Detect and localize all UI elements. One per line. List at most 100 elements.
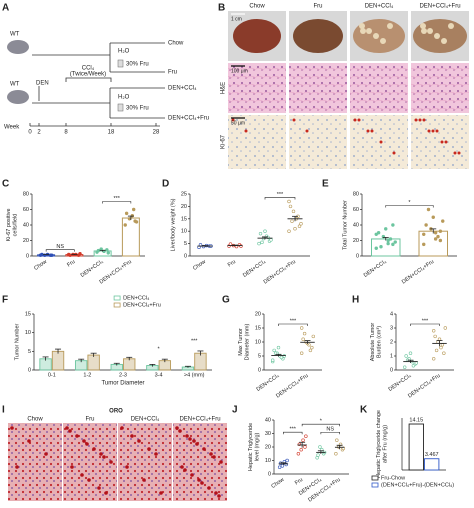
- panel-label: A: [2, 3, 9, 14]
- bar: [424, 458, 440, 471]
- y-axis-label: cells/field: [12, 214, 18, 237]
- sig-label: ***: [290, 427, 297, 433]
- scale-label: 50 μm: [231, 120, 245, 126]
- data-point: [434, 348, 439, 353]
- data-point: [290, 219, 294, 223]
- data-point: [277, 465, 282, 469]
- lipid-drop: [102, 455, 106, 459]
- lipid-drop: [97, 486, 101, 490]
- oro-image: [173, 423, 227, 501]
- cup-icon: [117, 59, 124, 68]
- lipid-drop: [180, 465, 184, 469]
- value-label: 3.467: [425, 452, 439, 458]
- nodule: [441, 38, 447, 44]
- sig-bracket: [301, 423, 340, 427]
- y-tick-label: 5: [28, 349, 31, 355]
- sig-bracket: [102, 201, 132, 204]
- oro-title: ORO: [109, 409, 123, 415]
- lipid-drop: [70, 465, 74, 469]
- label: CCl₄: [82, 66, 95, 72]
- data-point: [433, 231, 438, 235]
- data-point: [391, 223, 395, 227]
- data-point: [304, 434, 308, 438]
- data-point: [411, 364, 416, 368]
- legend-label: DEN+CCl₄: [123, 295, 150, 301]
- ki67-image: [289, 115, 347, 169]
- data-point: [287, 199, 291, 204]
- data-point: [302, 331, 307, 336]
- data-point: [297, 224, 302, 228]
- y-tick-label: 15: [255, 325, 261, 331]
- data-point: [258, 231, 263, 236]
- oro-image: [118, 423, 172, 501]
- data-point: [269, 238, 273, 242]
- data-point: [260, 240, 264, 245]
- data-point: [280, 464, 285, 468]
- y-axis-label: Max Tumor: [238, 328, 244, 356]
- legend-swatch: [113, 295, 121, 301]
- lipid-drop: [15, 465, 19, 469]
- data-point: [296, 452, 301, 456]
- y-tick-label: 1: [390, 353, 393, 359]
- lipid-drop: [183, 468, 187, 472]
- y-tick-label: 4: [390, 311, 393, 317]
- data-point: [310, 345, 314, 350]
- x-tick-label: Fru: [294, 477, 304, 487]
- lipid-drop: [195, 442, 199, 446]
- data-point: [127, 217, 132, 221]
- lipid-drop: [207, 486, 211, 490]
- data-point: [386, 241, 390, 246]
- ki67-cell: [435, 129, 439, 133]
- data-point: [315, 456, 319, 460]
- data-point: [299, 222, 303, 226]
- liver: [293, 19, 343, 53]
- lipid-drop: [82, 439, 86, 443]
- nodule: [434, 33, 440, 39]
- y-tick-label: 20: [255, 311, 261, 317]
- y-tick-label: 40: [353, 222, 359, 228]
- liver: [233, 19, 281, 53]
- data-point: [316, 453, 320, 457]
- sig-label: ***: [422, 318, 429, 324]
- label: WT: [10, 82, 20, 88]
- y-tick-label: 0: [28, 367, 31, 373]
- y-axis-label: Ki-67 positive: [6, 208, 12, 241]
- lipid-drop: [142, 478, 146, 482]
- lipid-drop: [125, 465, 129, 469]
- y-tick-label: 10: [181, 229, 187, 235]
- y-tick-label: 10: [255, 339, 261, 345]
- data-point: [441, 219, 445, 223]
- x-tick-label: Fru: [66, 259, 76, 269]
- x-tick-label: Chow: [192, 259, 207, 272]
- ki67-cell: [357, 118, 361, 122]
- scale-label: 1 cm: [231, 16, 242, 22]
- y-tick-label: 60: [353, 207, 359, 213]
- lipid-drop: [212, 455, 216, 459]
- panel-label: F: [2, 295, 8, 306]
- ki67-cell: [392, 151, 396, 155]
- data-point: [68, 253, 72, 257]
- x-tick-label: Chow: [33, 259, 48, 272]
- nodule: [373, 33, 379, 39]
- lipid-drop: [68, 429, 72, 433]
- data-point: [311, 334, 315, 339]
- data-point: [293, 227, 297, 231]
- y-tick-label: 2: [390, 339, 393, 345]
- data-point: [422, 232, 426, 237]
- ki67-cell: [353, 118, 357, 122]
- y-axis-label: level (mg/g): [254, 432, 260, 461]
- y-tick-label: 20: [353, 238, 359, 244]
- data-point: [443, 326, 447, 330]
- y-tick-label: 0: [268, 471, 271, 477]
- data-point: [424, 223, 428, 227]
- label: Week: [4, 125, 20, 131]
- label: 30% Fru: [126, 106, 149, 112]
- he-image: [350, 63, 408, 113]
- data-point: [301, 337, 305, 341]
- mouse-icon: [7, 40, 29, 54]
- x-tick-label: 0-1: [48, 372, 56, 378]
- nodule: [380, 38, 386, 44]
- lipid-drop: [192, 439, 196, 443]
- nodule: [448, 23, 454, 29]
- lipid-drop: [147, 447, 151, 451]
